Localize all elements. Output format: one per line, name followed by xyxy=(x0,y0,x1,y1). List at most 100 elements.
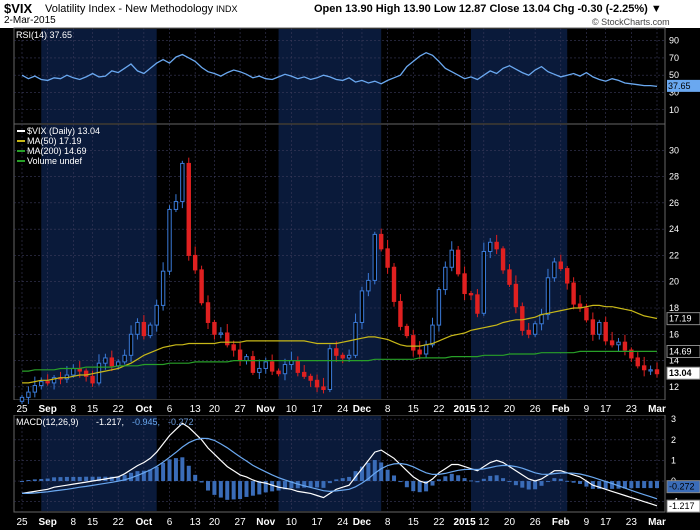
candle-body xyxy=(378,233,384,250)
candle-body xyxy=(526,329,531,335)
candle-body xyxy=(218,332,224,335)
candle-body xyxy=(507,269,512,285)
candle-body xyxy=(462,273,467,295)
macd-histogram-bar xyxy=(148,469,153,482)
month-band xyxy=(41,125,157,399)
candle-body xyxy=(71,367,76,376)
instrument-name: Volatility Index - New Methodology xyxy=(45,3,214,15)
macd-y-tick: 2 xyxy=(671,435,676,445)
candle-body xyxy=(398,300,403,327)
x-tick-label: 24 xyxy=(337,404,349,415)
x-tick-label: 2015 xyxy=(453,404,476,415)
candle-body xyxy=(160,270,166,306)
candle-body xyxy=(269,361,275,372)
macd-histogram-bar xyxy=(513,481,518,486)
x-tick-label: 23 xyxy=(626,517,638,528)
candle-body xyxy=(90,375,95,384)
month-band xyxy=(41,416,157,511)
candle-body xyxy=(141,321,147,337)
macd-histogram-bar xyxy=(58,477,63,482)
macd-histogram-bar xyxy=(398,481,403,483)
macd-histogram-bar xyxy=(436,479,441,482)
macd-histogram-bar xyxy=(193,474,198,482)
macd-histogram-bar xyxy=(603,481,608,489)
candle-body xyxy=(199,269,204,304)
candle-body xyxy=(51,377,57,384)
macd-histogram-bar xyxy=(545,481,550,483)
rsi-legend: RSI(14) 37.65 xyxy=(16,30,72,40)
macd-histogram-bar xyxy=(366,462,371,482)
macd-histogram-bar xyxy=(71,476,76,482)
x-tick-label: 10 xyxy=(286,517,298,528)
candle-body xyxy=(584,307,589,321)
candle-body xyxy=(404,325,410,337)
macd-histogram-bar xyxy=(379,462,384,482)
candle-body xyxy=(558,261,563,270)
macd-histogram-bar xyxy=(116,476,121,482)
exchange-label: INDX xyxy=(216,4,238,14)
x-tick-label: Mar xyxy=(648,517,666,528)
x-tick-label: 6 xyxy=(167,517,173,528)
macd-histogram-bar xyxy=(26,480,31,482)
rsi-line xyxy=(21,51,658,88)
macd-histogram-bar xyxy=(173,458,178,482)
macd-histogram-bar xyxy=(616,481,621,489)
macd-histogram-bar xyxy=(20,481,24,483)
x-tick-label: 8 xyxy=(385,404,391,415)
candle-body xyxy=(603,321,608,342)
candle-body xyxy=(417,349,422,355)
candle-body xyxy=(26,391,31,398)
price-y-tick: 28 xyxy=(669,172,679,182)
macd-histogram-bar xyxy=(180,457,185,482)
macd-histogram-bar xyxy=(629,481,634,489)
ma200-line xyxy=(22,350,657,372)
x-tick-label: 12 xyxy=(478,517,490,528)
price-y-tick: 24 xyxy=(669,224,679,234)
candle-body xyxy=(173,201,179,210)
candle-body xyxy=(205,302,211,323)
price-y-tick: 12 xyxy=(669,382,679,392)
x-tick-label: Sep xyxy=(38,404,56,415)
candle-body xyxy=(231,344,236,351)
x-tick-label: Dec xyxy=(353,517,372,528)
macd-histogram-bar xyxy=(231,481,236,500)
macd-signal-line xyxy=(22,437,658,500)
candle-body xyxy=(109,357,114,367)
x-tick-label: 13 xyxy=(190,404,202,415)
candle-body xyxy=(282,364,288,375)
macd-histogram-bar xyxy=(385,469,390,482)
macd-histogram-bar xyxy=(315,481,320,488)
ticker-symbol: $VIX xyxy=(4,1,33,16)
x-tick-label: Oct xyxy=(136,517,153,528)
x-tick-label: 15 xyxy=(87,517,99,528)
macd-y-tick: 1 xyxy=(671,455,676,465)
macd-histogram-bar xyxy=(539,481,544,486)
macd-histogram-bar xyxy=(39,478,44,482)
macd-histogram-bar xyxy=(462,478,467,482)
candle-body xyxy=(616,341,621,346)
candle-body xyxy=(641,365,647,371)
macd-histogram-bar xyxy=(507,481,512,483)
macd-last-label: -1.217 xyxy=(669,501,695,511)
x-tick-label: 8 xyxy=(71,517,77,528)
macd-histogram-bar xyxy=(52,477,57,482)
candle-body xyxy=(32,385,38,393)
x-tick-label: 8 xyxy=(71,404,77,415)
macd-histogram-bar xyxy=(161,462,166,482)
price-legend-item: MA(200) 14.69 xyxy=(27,146,87,156)
x-tick-label: 23 xyxy=(626,404,638,415)
macd-histogram-bar xyxy=(392,475,397,482)
price-legend-item: MA(50) 17.19 xyxy=(27,136,82,146)
macd-legend-title: MACD(12,26,9) xyxy=(16,417,79,427)
candle-body xyxy=(276,370,281,375)
x-tick-label: 17 xyxy=(311,517,323,528)
macd-histogram-bar xyxy=(32,479,37,482)
month-band xyxy=(41,29,157,123)
x-tick-label: Nov xyxy=(256,404,275,415)
macd-histogram-bar xyxy=(552,478,557,482)
candle-body xyxy=(648,369,653,372)
price-y-tick: 18 xyxy=(669,303,679,313)
macd-last-label: -0.272 xyxy=(669,482,695,492)
candle-body xyxy=(513,283,519,308)
macd-histogram-bar xyxy=(308,481,313,488)
